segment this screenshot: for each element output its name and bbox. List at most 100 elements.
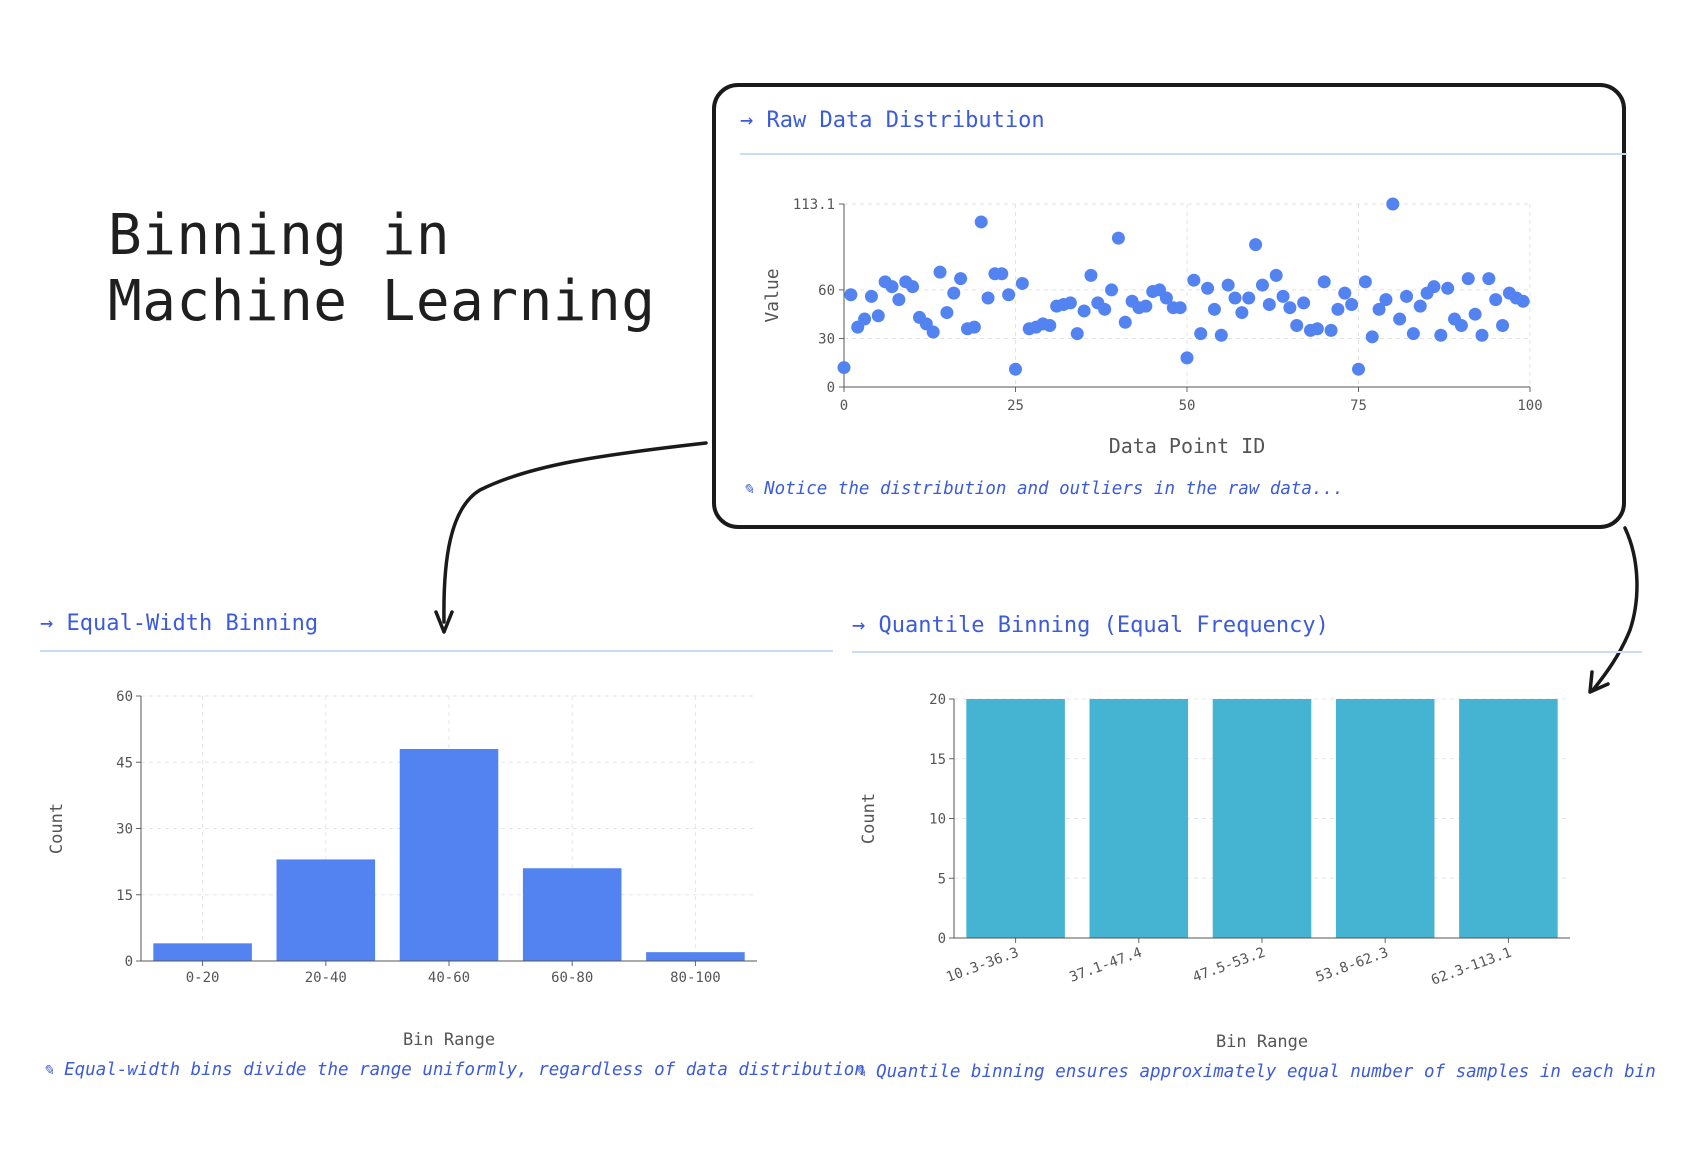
scatter-point: [1228, 291, 1242, 305]
y-tick-label: 30: [818, 331, 835, 347]
scatter-point: [844, 288, 858, 302]
bar: [1335, 699, 1435, 938]
x-tick-label: 0-20: [186, 970, 220, 986]
arrowhead-quantile: [1588, 670, 1610, 694]
scatter-point: [1400, 289, 1414, 303]
scatter-point: [885, 280, 899, 294]
arrowhead-equal-width: [434, 610, 454, 634]
scatter-point: [1461, 272, 1475, 286]
scatter-point: [1345, 297, 1359, 311]
raw-panel-title: → Raw Data Distribution: [740, 108, 1045, 133]
scatter-point: [892, 293, 906, 307]
scatter-point: [974, 215, 988, 229]
scatter-point: [1194, 327, 1208, 341]
x-tick-label: 100: [1517, 398, 1542, 414]
scatter-point: [1427, 280, 1441, 294]
x-tick-label: 62.3-113.1: [1429, 945, 1514, 989]
scatter-point: [1317, 275, 1331, 289]
main-title: Binning in Machine Learning: [108, 203, 656, 334]
bar: [276, 859, 376, 961]
scatter-point: [1002, 288, 1016, 302]
arrow-right-icon: →: [40, 611, 54, 636]
bar: [1459, 699, 1558, 938]
quantile-panel-note: ✎ Quantile binning ensures approximately…: [855, 1062, 1656, 1082]
equal-panel-title: → Equal-Width Binning: [40, 611, 318, 636]
scatter-point: [1468, 307, 1482, 321]
x-tick-label: 37.1-47.4: [1067, 945, 1144, 986]
scatter-point: [1077, 304, 1091, 318]
y-tick-label: 20: [929, 692, 946, 708]
bar: [1089, 699, 1189, 938]
quantile-bar-chart: 0 5 10 15 20 10.3-36.3 37.1-47.4 47.5-53.2 53.8-…: [859, 692, 1570, 1052]
x-tick-label: 10.3-36.3: [944, 945, 1021, 986]
y-tick-label: 15: [116, 888, 133, 904]
x-axis-title: Data Point ID: [1109, 434, 1266, 458]
scatter-point: [1187, 273, 1201, 287]
scatter-point: [1352, 362, 1365, 376]
pencil-icon: ✎: [43, 1060, 54, 1080]
scatter-point: [1482, 272, 1496, 286]
scatter-point: [1441, 281, 1455, 295]
scatter-point: [1276, 289, 1290, 303]
x-tick-label: 75: [1350, 398, 1367, 414]
scatter-point: [1043, 319, 1057, 333]
scatter-point: [1386, 197, 1400, 211]
scatter-point: [1214, 328, 1228, 342]
scatter-point: [940, 306, 954, 320]
y-tick-label: 30: [116, 822, 133, 838]
scatter-point: [1454, 319, 1468, 333]
scatter-point: [1249, 238, 1263, 252]
bar: [1212, 699, 1312, 938]
raw-scatter-chart: 0 25 50 75 100 0 30 60 113.1 Data Point ID Value: [762, 197, 1543, 458]
scatter-point: [1255, 278, 1269, 292]
x-tick-label: 53.8-62.3: [1314, 945, 1391, 986]
scatter-point: [1242, 291, 1256, 305]
scatter-point: [1372, 302, 1386, 316]
x-tick-label: 80-100: [670, 970, 721, 986]
raw-panel-note: ✎ Notice the distribution and outliers i…: [743, 479, 1344, 499]
y-axis-title: Value: [762, 268, 783, 322]
scatter-point: [1365, 330, 1379, 344]
scatter-point: [1413, 299, 1427, 313]
y-tick-label: 5: [938, 871, 946, 887]
scatter-point: [1331, 302, 1345, 316]
scatter-point: [981, 291, 995, 305]
scatter-point: [1084, 268, 1098, 282]
y-tick-label: 60: [116, 689, 133, 705]
scatter-point: [1098, 302, 1112, 316]
scatter-point: [1173, 301, 1187, 315]
scatter-point: [1111, 231, 1125, 245]
scatter-point: [1207, 302, 1221, 316]
scatter-point: [1379, 293, 1393, 307]
scatter-point: [1159, 291, 1173, 305]
x-axis-title: Bin Range: [403, 1030, 495, 1050]
scatter-point: [1139, 299, 1153, 313]
y-axis-title: Count: [859, 793, 879, 844]
equal-panel-note-text: Equal-width bins divide the range unifor…: [64, 1060, 865, 1080]
scatter-point: [1009, 362, 1022, 376]
scatter-point: [1406, 327, 1420, 341]
scatter-point: [1105, 283, 1119, 297]
x-tick-label: 40-60: [428, 970, 470, 986]
arrow-right-icon: →: [740, 108, 754, 133]
quantile-panel-title-text: Quantile Binning (Equal Frequency): [878, 613, 1329, 638]
scatter-point: [1290, 319, 1304, 333]
y-tick-label: 0: [125, 954, 133, 970]
scatter-point: [1434, 328, 1448, 342]
y-tick-label: 60: [818, 283, 835, 299]
scatter-point: [967, 320, 981, 334]
x-tick-label: 25: [1007, 398, 1024, 414]
quantile-panel-rule: [852, 651, 1642, 653]
x-tick-label: 60-80: [551, 970, 593, 986]
scatter-point: [926, 325, 940, 339]
raw-panel-title-text: Raw Data Distribution: [766, 108, 1045, 133]
x-tick-label: 47.5-53.2: [1191, 945, 1268, 986]
scatter-point: [858, 312, 872, 326]
y-tick-label: 0: [827, 380, 835, 396]
scatter-point: [1489, 293, 1503, 307]
scatter-point: [1070, 327, 1084, 341]
scatter-point: [1262, 297, 1276, 311]
pencil-icon: ✎: [743, 479, 754, 499]
scatter-point: [1475, 328, 1489, 342]
